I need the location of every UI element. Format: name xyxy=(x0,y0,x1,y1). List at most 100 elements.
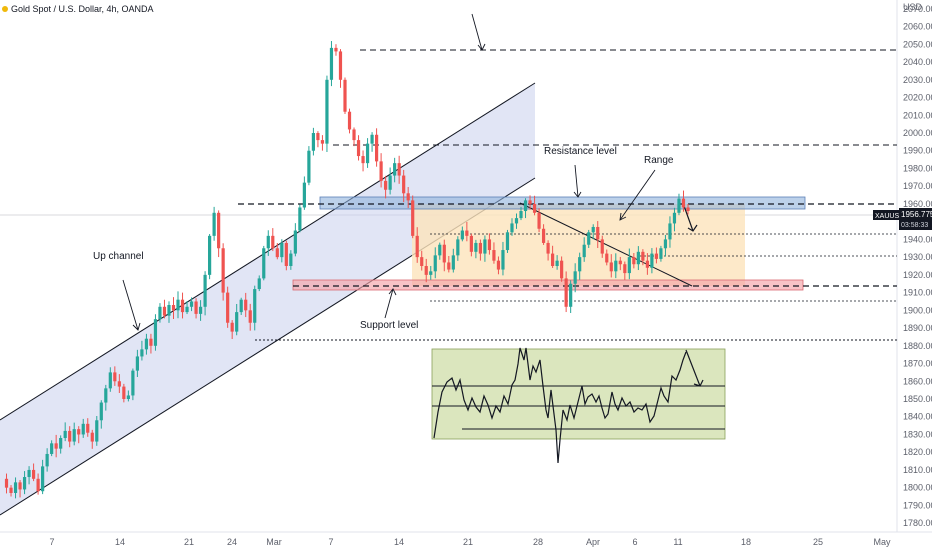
price-tick-label: 2020.000 xyxy=(903,93,932,103)
candle-down xyxy=(217,212,221,249)
candle-down xyxy=(275,248,279,258)
candle-up xyxy=(50,443,54,454)
candle-down xyxy=(117,381,121,387)
price-tick-label: 2010.000 xyxy=(903,110,932,120)
candle-up xyxy=(388,175,392,190)
candle-down xyxy=(623,264,627,274)
range-box xyxy=(412,204,745,286)
price-badge-countdown: 03:58:33 xyxy=(901,222,928,229)
candle-down xyxy=(9,487,13,493)
candle-down xyxy=(230,322,234,332)
symbol-header[interactable]: Gold Spot / U.S. Dollar, 4h, OANDA xyxy=(11,4,154,14)
price-axis[interactable]: 1780.000 1790.000 1800.000 1810.000 1820.000… xyxy=(903,4,932,528)
candle-up xyxy=(569,283,573,307)
candle-up xyxy=(302,182,306,208)
price-tick-label: 1860.000 xyxy=(903,376,932,386)
candle-up xyxy=(72,429,76,442)
candle-up xyxy=(63,430,67,439)
candle-up xyxy=(555,260,559,266)
candle-up xyxy=(329,47,334,80)
candle-down xyxy=(384,180,388,190)
indicator-arrow-head xyxy=(693,379,704,387)
time-tick-label: 21 xyxy=(463,537,473,547)
price-tick-label: 1840.000 xyxy=(903,412,932,422)
price-tick-label: 1990.000 xyxy=(903,146,932,156)
candle-up xyxy=(365,143,370,164)
candle-up xyxy=(126,395,130,399)
time-tick-label: 24 xyxy=(227,537,237,547)
candle-up xyxy=(677,198,681,213)
candle-down xyxy=(374,134,379,162)
candle-down xyxy=(221,248,225,293)
candle-down xyxy=(546,242,550,254)
candle-up xyxy=(59,438,63,449)
candle-up xyxy=(176,299,180,311)
candle-up xyxy=(189,301,194,307)
candle-down xyxy=(609,262,613,272)
candle-down xyxy=(31,469,36,479)
candle-down xyxy=(320,140,325,144)
candle-up xyxy=(659,248,663,259)
candle-up xyxy=(438,244,442,256)
candle-up xyxy=(108,372,112,389)
range-label: Range xyxy=(644,155,674,166)
range-callout-line xyxy=(619,169,656,221)
top-callout-head xyxy=(477,43,486,51)
candle-down xyxy=(442,244,446,263)
candle-up xyxy=(578,257,582,272)
candle-up xyxy=(627,257,631,274)
candle-up xyxy=(208,235,212,275)
candle-up xyxy=(672,212,677,224)
time-axis[interactable]: 7 14 21 24 Mar 7 14 21 28 Apr 6 11 18 25 May xyxy=(49,537,891,547)
time-tick-label: Apr xyxy=(586,537,600,547)
candle-up xyxy=(280,242,284,258)
time-tick-label: 6 xyxy=(632,537,637,547)
candle-down xyxy=(532,203,537,213)
candle-up xyxy=(311,133,316,151)
candle-up xyxy=(185,306,189,313)
price-tick-label: 1850.000 xyxy=(903,394,932,404)
candle-up xyxy=(591,226,595,233)
candle-down xyxy=(402,175,406,194)
symbol-badge-text: XAUUSD xyxy=(875,213,904,220)
price-tick-label: 1880.000 xyxy=(903,341,932,351)
candle-up xyxy=(212,212,216,236)
candle-up xyxy=(289,253,293,266)
price-tick-label: 1800.000 xyxy=(903,483,932,493)
candle-down xyxy=(492,250,496,261)
candle-down xyxy=(496,260,501,270)
resistance-callout-line xyxy=(574,164,579,198)
time-tick-label: 11 xyxy=(673,537,682,547)
candle-up xyxy=(13,482,18,493)
candle-up xyxy=(582,244,586,258)
candle-down xyxy=(596,226,600,240)
candle-up xyxy=(239,299,243,313)
candle-up xyxy=(298,207,302,231)
candle-down xyxy=(90,432,94,442)
price-tick-label: 1790.000 xyxy=(903,500,932,510)
time-tick-label: 18 xyxy=(741,537,751,547)
support-zone xyxy=(292,279,804,291)
candle-down xyxy=(406,193,410,201)
candle-down xyxy=(487,239,492,251)
indicator-arrow-shaft xyxy=(685,349,701,387)
candle-up xyxy=(483,239,487,254)
range-trendline xyxy=(519,202,693,287)
candle-up xyxy=(393,163,397,176)
candle-up xyxy=(451,255,455,270)
candle-up xyxy=(95,420,99,442)
candle-up xyxy=(140,349,144,357)
candle-up xyxy=(587,232,591,245)
candle-up xyxy=(104,388,108,403)
price-arrow-head xyxy=(687,224,698,232)
candle-down xyxy=(465,230,469,236)
time-tick-label: 7 xyxy=(328,537,333,547)
candle-down xyxy=(36,478,40,492)
price-tick-label: 1900.000 xyxy=(903,305,932,315)
candle-up xyxy=(135,356,139,371)
candle-down xyxy=(424,266,428,275)
resistance-callout-head xyxy=(573,191,582,198)
price-tick-label: 1970.000 xyxy=(903,181,932,191)
